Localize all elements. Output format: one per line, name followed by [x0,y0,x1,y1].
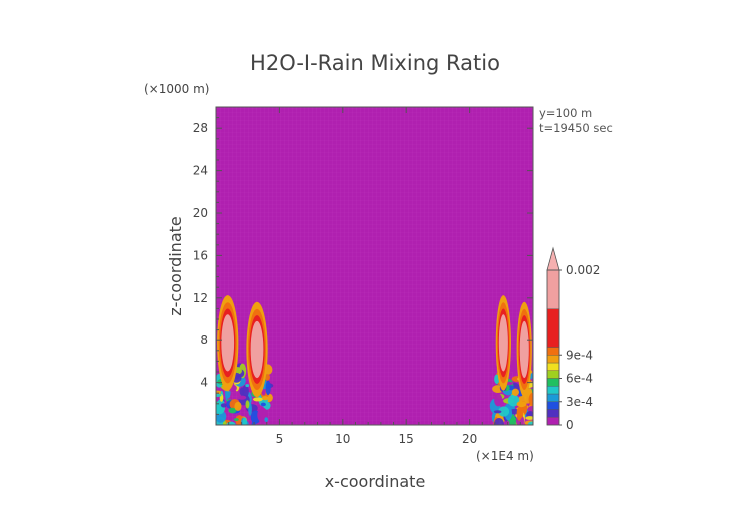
y-tick-label: 12 [193,291,208,305]
x-tick-label: 5 [276,432,284,446]
cell-blob [528,392,533,407]
cell-blob [242,417,247,425]
cell-blob [216,393,222,397]
cell-blob [261,396,269,401]
cell-blob [493,410,502,414]
cell-blob [252,397,263,402]
colorbar-swatch [546,308,560,348]
cell-blob [242,384,249,398]
y-tick-label: 8 [200,333,208,347]
x-axis: 5 10 15 20 [228,107,521,446]
cell-blob [245,400,250,409]
cell-blob [216,405,223,415]
cells-layer [216,295,533,425]
x-tick-label: 10 [335,432,350,446]
cell-blob [220,403,227,408]
colorbar-swatch [546,417,560,426]
colorbar-swatch [546,378,560,387]
y-axis-label: z-coordinate [166,216,185,316]
cell-blob [516,401,527,408]
annotation-time: t=19450 sec [539,121,613,135]
cell-blob [527,421,533,425]
colorbar-swatch [546,269,560,309]
x-unit-label: (×1E4 m) [476,449,534,463]
cell-blob [264,374,270,381]
plot-area [215,106,534,426]
colorbar-swatch [546,347,560,356]
cell-blob [517,406,524,419]
x-tick-label: 20 [462,432,477,446]
cell-blob [260,402,266,407]
y-tick-label: 16 [193,248,208,262]
colorbar-swatch [546,370,560,379]
annotation-y: y=100 m [539,106,592,120]
contour-band [519,320,529,379]
x-tick-label: 15 [399,432,414,446]
y-axis: 4 8 12 16 20 24 28 [193,117,533,415]
cell-blob [527,406,533,413]
y-tick-label: 28 [193,121,208,135]
y-unit-label: (×1000 m) [144,82,209,96]
cell-blob [494,393,503,407]
y-tick-label: 24 [193,164,208,178]
cell-blob [234,401,242,411]
cell-blob [525,416,533,420]
right-storm-cells [489,295,533,425]
colorbar-swatch [546,401,560,410]
cell-blob [511,388,519,396]
cell-blob [222,421,227,425]
colorbar-swatch [546,393,560,402]
cell-blob [264,417,269,423]
chart-title: H2O-I-Rain Mixing Ratio [250,51,500,75]
x-axis-label: x-coordinate [325,472,426,491]
colorbar-overflow-triangle [546,246,560,271]
cell-blob [265,380,271,396]
colorbar: 0 3e-4 6e-4 9e-4 0.002 [546,246,600,432]
cell-blob [498,406,510,417]
colorbar-frame [546,269,560,426]
colorbar-tick-label: 0.002 [566,263,600,277]
colorbar-swatch [546,355,560,364]
colorbar-swatch [546,362,560,371]
colorbar-tick-label: 0 [566,418,574,432]
cell-blob [510,359,518,374]
cell-blob [237,395,247,400]
cell-blob [507,394,520,407]
cell-blob [245,384,250,388]
cell-blob [233,418,239,422]
cell-blob [228,407,237,414]
y-tick-label: 4 [200,376,208,390]
contour-band [250,320,264,379]
cell-blob [493,418,504,425]
colorbar-tick-label: 9e-4 [566,348,593,362]
colorbar-tick-label: 6e-4 [566,372,593,386]
left-storm-cells [216,295,274,425]
colorbar-tick-label: 3e-4 [566,395,593,409]
contour-band [221,314,235,372]
colorbar-swatch [546,409,560,418]
y-tick-label: 20 [193,206,208,220]
contour-band [498,314,508,372]
colorbar-swatch [546,386,560,395]
